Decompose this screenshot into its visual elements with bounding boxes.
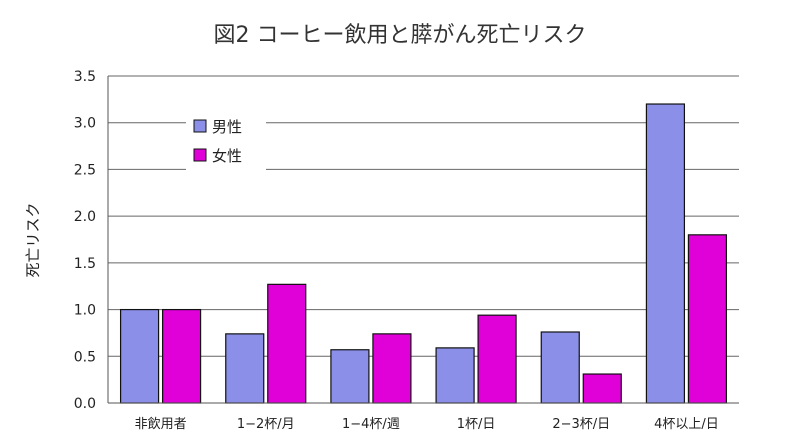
legend-label: 女性 [212,147,242,165]
legend-label: 男性 [212,118,242,136]
y-tick-label: 3.0 [74,116,96,132]
bar-male [225,333,265,404]
x-tick-label: 4杯以上/日 [654,417,719,432]
y-tick-label: 1.0 [74,303,96,319]
bar-male [540,331,580,404]
bar-male [330,349,370,404]
x-tick-label: 1−4杯/週 [342,417,400,432]
y-tick-label: 2.0 [74,209,96,225]
y-tick-label: 2.5 [74,162,96,178]
bar-male [645,103,686,404]
bar-female [582,373,622,404]
category-labels: 非飲用者 1−2杯/月 1−4杯/週 1杯/日 2−3杯/日 4杯以上/日 [135,416,719,432]
bar-female [687,234,728,404]
gridlines [108,75,739,357]
x-tick-label: 1杯/日 [457,417,496,432]
chart-title: 図2 コーヒー飲用と膵がん死亡リスク [214,23,587,48]
y-axis-label: 死亡リスク [24,202,42,277]
x-tick-label: 2−3杯/日 [552,417,610,432]
x-tick-label: 1−2杯/月 [237,417,295,432]
bar-female [267,283,307,404]
bar-female [161,308,202,404]
y-tick-labels: 0.0 0.5 1.0 1.5 2.0 2.5 3.0 3.5 [74,69,96,412]
y-tick-label: 0.5 [74,349,96,365]
x-tick-label: 非飲用者 [135,416,187,432]
bar-female [477,314,517,404]
bar-male [119,308,160,404]
bar-female [372,333,412,404]
y-tick-label: 3.5 [74,69,96,85]
legend-swatch [193,148,207,162]
bar-male [435,347,475,404]
y-tick-label: 1.5 [74,256,96,272]
y-tick-label: 0.0 [74,396,96,412]
legend-swatch [193,119,207,133]
